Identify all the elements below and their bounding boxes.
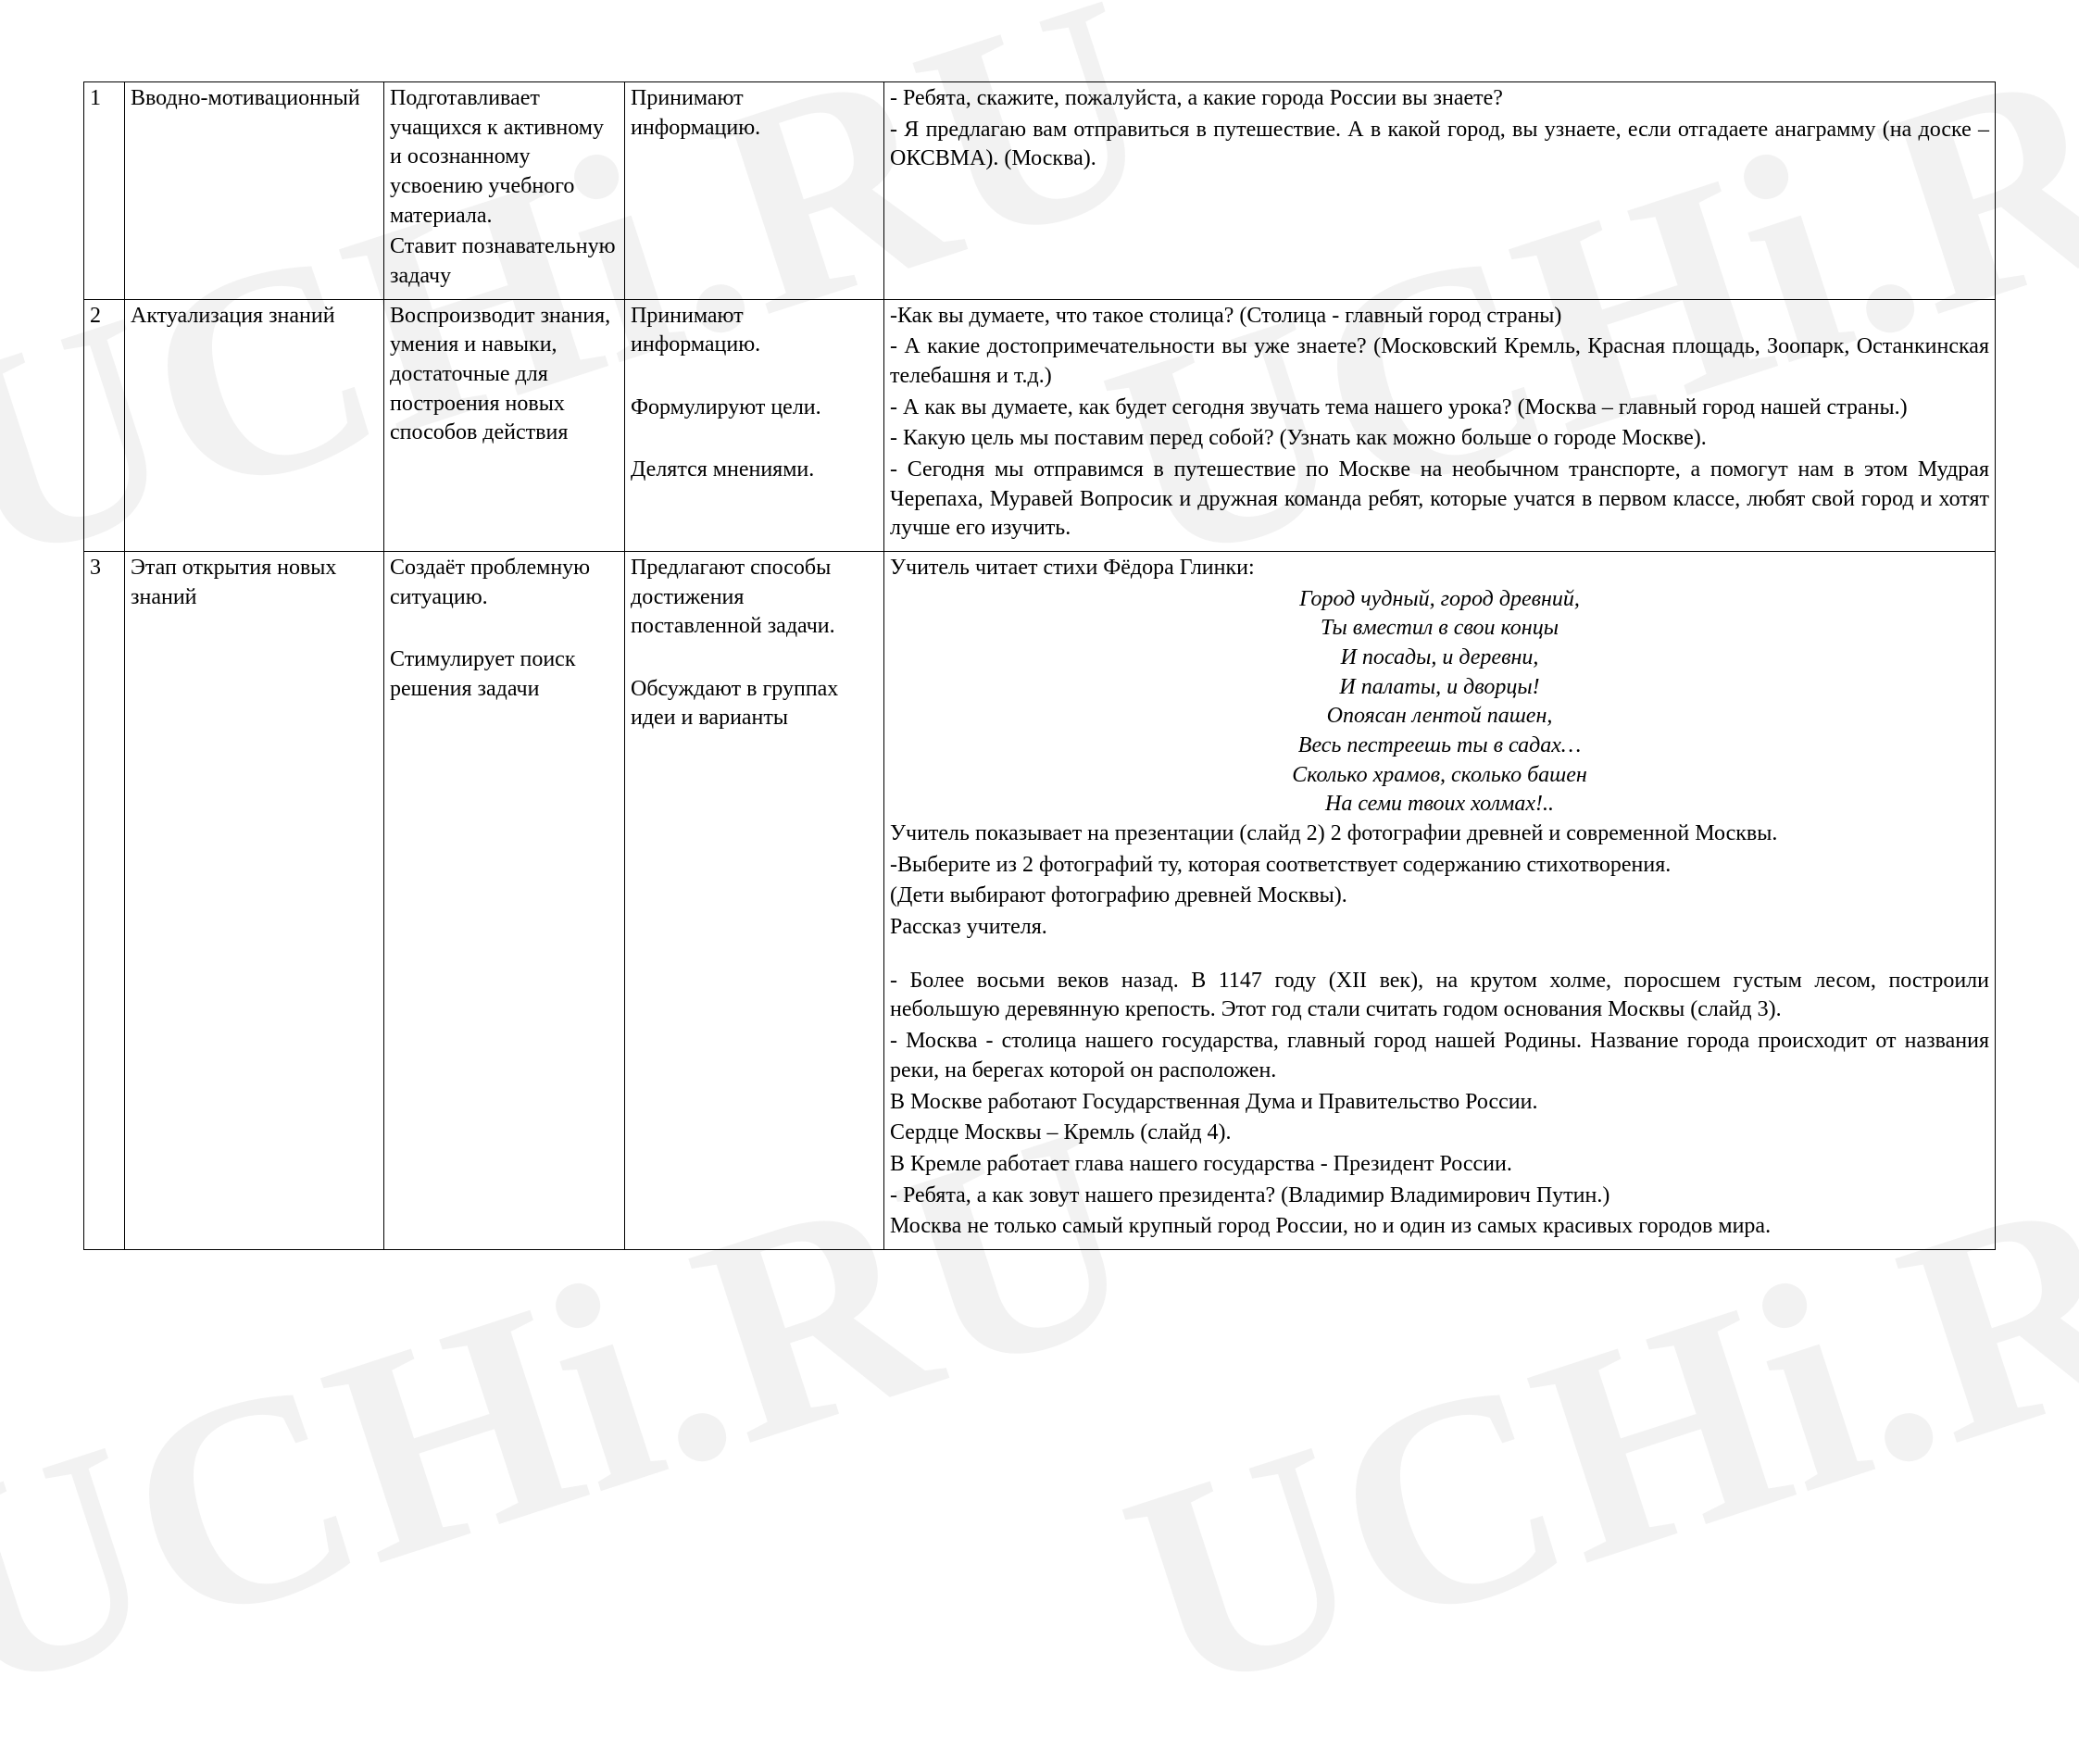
teacher-line: Воспроизводит знания, умения и навыки, д…	[390, 302, 619, 448]
row-number: 3	[84, 552, 125, 1250]
poem-line: И палаты, и дворцы!	[890, 673, 1989, 703]
teacher-line: Стимулирует поиск решения задачи	[390, 645, 619, 704]
poem-line: И посады, и деревни,	[890, 644, 1989, 673]
poem-line: Сколько храмов, сколько башен	[890, 761, 1989, 791]
teacher-line: Подготавливает учащихся к активному и ос…	[390, 84, 619, 231]
content-line: -Выберите из 2 фотографий ту, которая со…	[890, 851, 1989, 881]
student-activity: Предлагают способы достижения поставленн…	[625, 552, 884, 1250]
content-line: - А как вы думаете, как будет сегодня зв…	[890, 394, 1989, 423]
content-line: В Москве работают Государственная Дума и…	[890, 1088, 1989, 1118]
lesson-tbody: 1Вводно-мотивационныйПодготавливает учащ…	[84, 82, 1996, 1250]
stage-name: Вводно-мотивационный	[125, 82, 384, 300]
table-row: 3Этап открытия новых знанийСоздаёт пробл…	[84, 552, 1996, 1250]
student-activity: Принимают информацию.	[625, 82, 884, 300]
stage-name: Актуализация знаний	[125, 299, 384, 551]
poem-line: Ты вместил в свои концы	[890, 614, 1989, 644]
content-line: В Кремле работает глава нашего государст…	[890, 1150, 1989, 1180]
content-line: - А какие достопримечательности вы уже з…	[890, 332, 1989, 391]
row-number: 1	[84, 82, 125, 300]
student-line: Предлагают способы достижения поставленн…	[631, 554, 878, 642]
stage-name: Этап открытия новых знаний	[125, 552, 384, 1250]
student-line: Формулируют цели.	[631, 394, 878, 423]
blank-line	[890, 945, 1989, 967]
student-line	[631, 362, 878, 392]
row-number: 2	[84, 299, 125, 551]
content-line: Москва не только самый крупный город Рос…	[890, 1212, 1989, 1242]
content-line: Сердце Москвы – Кремль (слайд 4).	[890, 1119, 1989, 1148]
lesson-content: -Как вы думаете, что такое столица? (Сто…	[884, 299, 1996, 551]
teacher-line: Создаёт проблемную ситуацию.	[390, 554, 619, 612]
content-line: - Ребята, а как зовут нашего президента?…	[890, 1182, 1989, 1211]
student-activity: Принимают информацию. Формулируют цели. …	[625, 299, 884, 551]
student-line	[631, 424, 878, 454]
content-line: Учитель показывает на презентации (слайд…	[890, 819, 1989, 849]
teacher-activity: Воспроизводит знания, умения и навыки, д…	[384, 299, 625, 551]
poem-line: Город чудный, город древний,	[890, 585, 1989, 615]
table-row: 2Актуализация знанийВоспроизводит знания…	[84, 299, 1996, 551]
student-line: Принимают информацию.	[631, 84, 878, 143]
content-line: - Ребята, скажите, пожалуйста, а какие г…	[890, 84, 1989, 114]
content-line: - Москва - столица нашего государства, г…	[890, 1027, 1989, 1085]
lesson-content: - Ребята, скажите, пожалуйста, а какие г…	[884, 82, 1996, 300]
content-line: Учитель читает стихи Фёдора Глинки:	[890, 554, 1989, 583]
teacher-activity: Создаёт проблемную ситуацию. Стимулирует…	[384, 552, 625, 1250]
content-line: -Как вы думаете, что такое столица? (Сто…	[890, 302, 1989, 332]
student-line: Делятся мнениями.	[631, 456, 878, 485]
content-line: - Я предлагаю вам отправиться в путешест…	[890, 116, 1989, 174]
lesson-table: 1Вводно-мотивационныйПодготавливает учащ…	[83, 81, 1996, 1250]
teacher-line: Ставит познавательную задачу	[390, 232, 619, 291]
student-line: Обсуждают в группах идеи и варианты	[631, 675, 878, 733]
poem-line: Опоясан лентой пашен,	[890, 702, 1989, 732]
content-line: - Какую цель мы поставим перед собой? (У…	[890, 424, 1989, 454]
teacher-line	[390, 614, 619, 644]
student-line	[631, 644, 878, 673]
table-row: 1Вводно-мотивационныйПодготавливает учащ…	[84, 82, 1996, 300]
content-line: - Более восьми веков назад. В 1147 году …	[890, 967, 1989, 1025]
poem-line: Весь пестреешь ты в садах…	[890, 732, 1989, 761]
poem-line: На семи твоих холмах!..	[890, 790, 1989, 819]
lesson-content: Учитель читает стихи Фёдора Глинки:Город…	[884, 552, 1996, 1250]
student-line: Принимают информацию.	[631, 302, 878, 360]
content-line: Рассказ учителя.	[890, 913, 1989, 943]
content-line: (Дети выбирают фотографию древней Москвы…	[890, 882, 1989, 911]
teacher-activity: Подготавливает учащихся к активному и ос…	[384, 82, 625, 300]
content-line: - Сегодня мы отправимся в путешествие по…	[890, 456, 1989, 544]
page: UCHi.RU UCHi.RU UCHi.RU UCHi.RU 1Вводно-…	[0, 0, 2079, 1470]
